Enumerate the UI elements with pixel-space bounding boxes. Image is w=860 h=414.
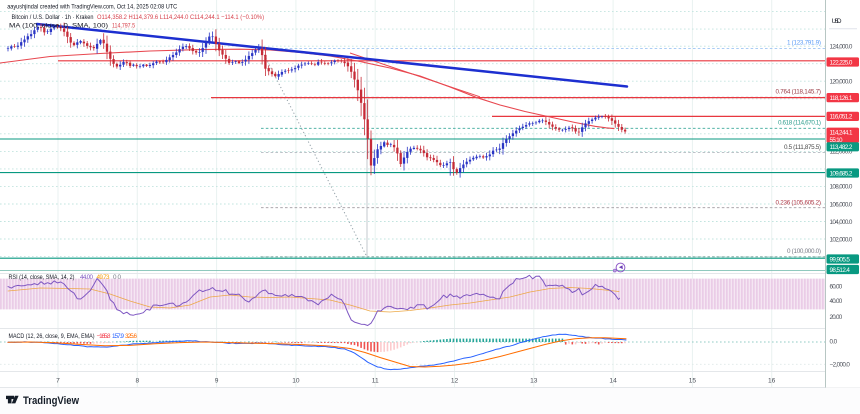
svg-text:13: 13 bbox=[530, 378, 538, 385]
svg-text:325.6: 325.6 bbox=[125, 333, 137, 340]
svg-text:124,000.0: 124,000.0 bbox=[830, 44, 853, 51]
svg-text:109,685.2: 109,685.2 bbox=[830, 170, 853, 177]
svg-text:7: 7 bbox=[56, 378, 60, 385]
svg-text:11: 11 bbox=[372, 378, 379, 385]
svg-text:0 0: 0 0 bbox=[113, 274, 121, 281]
svg-text:TradingView: TradingView bbox=[23, 395, 80, 407]
svg-text:116,051.2: 116,051.2 bbox=[830, 114, 853, 121]
svg-text:60.00: 60.00 bbox=[830, 284, 843, 291]
svg-text:12: 12 bbox=[451, 378, 459, 385]
svg-text:15: 15 bbox=[689, 378, 697, 385]
svg-text:1 (123,791.9): 1 (123,791.9) bbox=[787, 40, 821, 47]
svg-text:aayushjindal created with Trad: aayushjindal created with TradingView.co… bbox=[7, 4, 177, 11]
svg-text:20.00: 20.00 bbox=[830, 314, 843, 321]
svg-text:122,225.0: 122,225.0 bbox=[830, 59, 853, 66]
svg-text:114,797.5: 114,797.5 bbox=[112, 23, 135, 30]
svg-text:MA (100, close, 0, SMA, 100): MA (100, close, 0, SMA, 100) bbox=[9, 23, 108, 30]
svg-text:98,512.4: 98,512.4 bbox=[830, 267, 851, 274]
svg-text:USD: USD bbox=[832, 18, 842, 25]
svg-text:44.00: 44.00 bbox=[80, 274, 93, 281]
svg-text:14: 14 bbox=[609, 378, 617, 385]
svg-text:−165.8: −165.8 bbox=[97, 333, 111, 340]
svg-text:106,000.0: 106,000.0 bbox=[830, 201, 853, 208]
svg-text:RSI (14, close, SMA, 14, 2): RSI (14, close, SMA, 14, 2) bbox=[9, 274, 75, 281]
svg-text:114,244.1: 114,244.1 bbox=[830, 130, 853, 137]
svg-text:10: 10 bbox=[292, 378, 300, 385]
svg-text:108,000.0: 108,000.0 bbox=[830, 184, 853, 191]
svg-text:157.9: 157.9 bbox=[112, 333, 124, 340]
svg-text:102,000.0: 102,000.0 bbox=[830, 236, 853, 243]
svg-text:16: 16 bbox=[768, 378, 776, 385]
svg-text:O114,358.2 H114,379.6 L114,2: O114,358.2 H114,379.6 L114,244.0 C114,24… bbox=[97, 14, 264, 21]
svg-text:49.73: 49.73 bbox=[97, 274, 110, 281]
svg-text:55:10: 55:10 bbox=[830, 137, 844, 144]
svg-text:0.764 (118,145.7): 0.764 (118,145.7) bbox=[776, 89, 822, 96]
svg-text:40.00: 40.00 bbox=[830, 298, 843, 305]
svg-text:0 (100,000.0): 0 (100,000.0) bbox=[787, 248, 821, 255]
svg-text:118,126.1: 118,126.1 bbox=[830, 95, 853, 102]
svg-text:0.5 (111,875.5): 0.5 (111,875.5) bbox=[784, 144, 821, 151]
svg-text:Bitcoin / U.S. Dollar · 1h · K: Bitcoin / U.S. Dollar · 1h · Kraken bbox=[12, 14, 94, 21]
svg-text:120,000.0: 120,000.0 bbox=[830, 79, 853, 86]
svg-text:0.0: 0.0 bbox=[830, 339, 838, 346]
svg-text:MACD (12, 26, close, 9, EMA, E: MACD (12, 26, close, 9, EMA, EMA) bbox=[9, 333, 95, 340]
svg-text:104,000.0: 104,000.0 bbox=[830, 219, 853, 226]
svg-text:9: 9 bbox=[215, 378, 219, 385]
svg-text:113,482.2: 113,482.2 bbox=[830, 144, 853, 151]
svg-text:0.236 (105,605.2): 0.236 (105,605.2) bbox=[776, 199, 822, 206]
svg-text:99,905.5: 99,905.5 bbox=[830, 256, 851, 263]
svg-text:112,000.0: 112,000.0 bbox=[830, 149, 853, 156]
svg-text:8: 8 bbox=[135, 378, 139, 385]
svg-text:−2,000.0: −2,000.0 bbox=[830, 362, 851, 369]
svg-text:0.618 (114,670.1): 0.618 (114,670.1) bbox=[778, 120, 821, 127]
